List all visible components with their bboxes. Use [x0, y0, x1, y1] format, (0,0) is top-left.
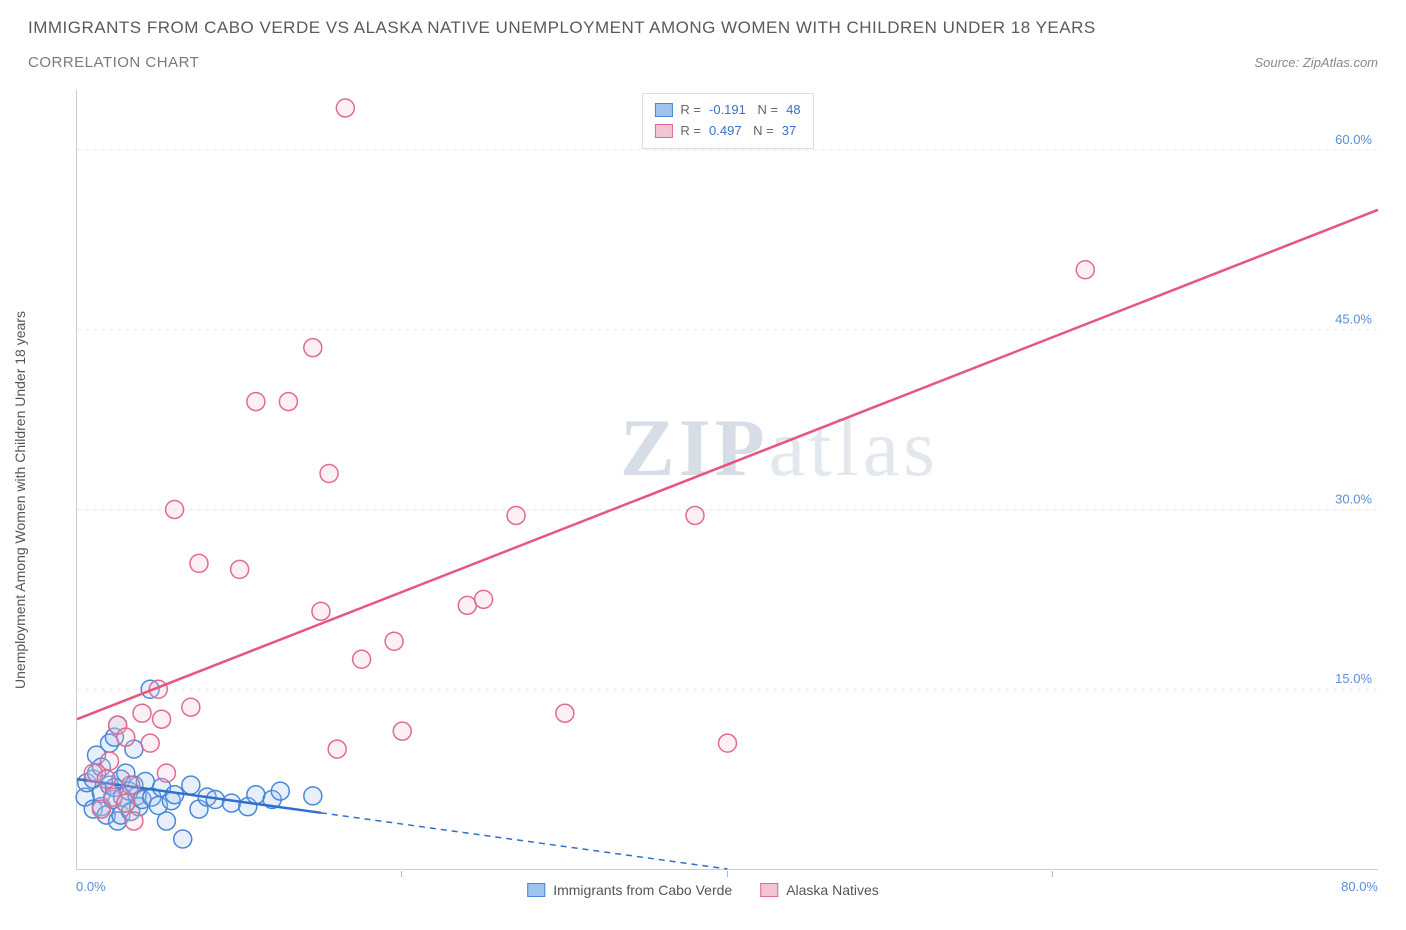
legend-item-pink: Alaska Natives — [760, 882, 879, 898]
x-minor-tick — [1052, 871, 1053, 877]
data-point-blue — [182, 776, 200, 794]
swatch-pink — [654, 124, 672, 138]
data-point-pink — [190, 554, 208, 572]
data-point-pink — [719, 734, 737, 752]
data-point-pink — [507, 506, 525, 524]
data-point-pink — [458, 596, 476, 614]
data-point-pink — [122, 776, 140, 794]
data-point-pink — [556, 704, 574, 722]
legend-label-blue: Immigrants from Cabo Verde — [553, 882, 732, 898]
series-legend: Immigrants from Cabo Verde Alaska Native… — [527, 882, 879, 898]
data-point-pink — [336, 99, 354, 117]
n-value-pink: 37 — [782, 121, 796, 142]
data-point-pink — [1076, 261, 1094, 279]
legend-row-blue: R = -0.191 N = 48 — [654, 100, 800, 121]
data-point-pink — [97, 770, 115, 788]
n-value-blue: 48 — [786, 100, 800, 121]
data-point-blue — [271, 782, 289, 800]
legend-item-blue: Immigrants from Cabo Verde — [527, 882, 732, 898]
data-point-pink — [328, 740, 346, 758]
data-point-pink — [182, 698, 200, 716]
chart-container: Unemployment Among Women with Children U… — [28, 90, 1378, 910]
data-point-blue — [304, 787, 322, 805]
chart-subtitle: CORRELATION CHART — [28, 54, 199, 71]
x-minor-tick — [727, 871, 728, 877]
data-point-pink — [247, 393, 265, 411]
data-point-blue — [174, 830, 192, 848]
y-tick-label: 30.0% — [1335, 491, 1372, 506]
data-point-pink — [393, 722, 411, 740]
swatch-blue — [654, 103, 672, 117]
data-point-pink — [117, 794, 135, 812]
trend-line-pink — [77, 210, 1378, 719]
legend-row-pink: R = 0.497 N = 37 — [654, 121, 800, 142]
data-point-blue — [222, 794, 240, 812]
data-point-pink — [125, 812, 143, 830]
x-tick-max: 80.0% — [1341, 879, 1378, 894]
data-point-pink — [312, 602, 330, 620]
data-point-pink — [166, 500, 184, 518]
data-point-pink — [231, 560, 249, 578]
data-point-pink — [475, 590, 493, 608]
y-axis-label: Unemployment Among Women with Children U… — [12, 311, 28, 689]
data-point-blue — [247, 786, 265, 804]
data-point-pink — [320, 465, 338, 483]
legend-label-pink: Alaska Natives — [786, 882, 879, 898]
source-attribution: Source: ZipAtlas.com — [1254, 55, 1378, 70]
scatter-plot: ZIPatlas 15.0%30.0%45.0%60.0% R = -0.191… — [76, 90, 1378, 870]
data-point-pink — [153, 710, 171, 728]
x-minor-tick — [401, 871, 402, 877]
data-point-pink — [385, 632, 403, 650]
data-point-pink — [101, 752, 119, 770]
y-tick-label: 45.0% — [1335, 312, 1372, 327]
x-tick-min: 0.0% — [76, 879, 106, 894]
data-point-pink — [304, 339, 322, 357]
correlation-legend: R = -0.191 N = 48 R = 0.497 N = 37 — [641, 93, 813, 149]
y-tick-label: 60.0% — [1335, 132, 1372, 147]
r-value-blue: -0.191 — [709, 100, 746, 121]
data-point-pink — [279, 393, 297, 411]
data-point-pink — [141, 734, 159, 752]
data-point-blue — [157, 812, 175, 830]
trend-extrapolation-blue — [321, 813, 728, 869]
y-tick-label: 15.0% — [1335, 671, 1372, 686]
data-point-pink — [133, 704, 151, 722]
data-point-pink — [157, 764, 175, 782]
swatch-pink-bottom — [760, 883, 778, 897]
data-point-pink — [117, 728, 135, 746]
swatch-blue-bottom — [527, 883, 545, 897]
data-point-pink — [686, 506, 704, 524]
r-value-pink: 0.497 — [709, 121, 742, 142]
chart-title: IMMIGRANTS FROM CABO VERDE VS ALASKA NAT… — [28, 18, 1378, 38]
data-point-pink — [353, 650, 371, 668]
